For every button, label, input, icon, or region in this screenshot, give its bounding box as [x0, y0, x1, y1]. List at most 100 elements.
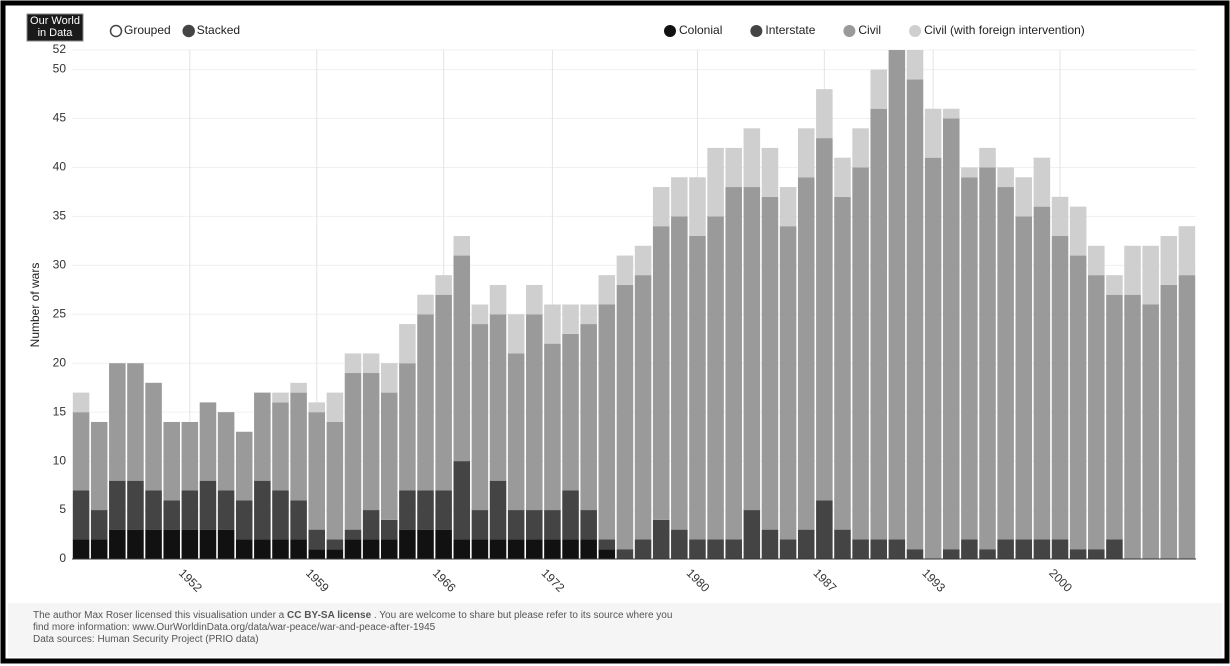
- bar-segment: [834, 157, 851, 197]
- bar-segment: [272, 539, 289, 559]
- bar-segment: [544, 510, 561, 540]
- bar-segment: [308, 529, 326, 550]
- bar-segment: [797, 128, 815, 178]
- bar-segment: [797, 177, 815, 530]
- bar-segment: [779, 539, 797, 559]
- bar-segment: [942, 549, 960, 559]
- bar-segment: [507, 510, 525, 540]
- bar-segment: [72, 490, 90, 540]
- bar-segment: [598, 304, 616, 540]
- bar-segment: [489, 480, 507, 540]
- radio-label[interactable]: Grouped: [124, 23, 171, 37]
- bar-segment: [1015, 539, 1033, 559]
- bar-segment: [453, 539, 471, 559]
- bar-segment: [308, 549, 326, 559]
- bar-segment: [72, 412, 90, 491]
- bar-segment: [834, 196, 851, 530]
- bar-segment: [580, 539, 597, 559]
- bar-segment: [725, 187, 742, 540]
- bar-segment: [344, 353, 362, 374]
- bar-segment: [254, 392, 271, 481]
- bar-segment: [90, 510, 108, 540]
- bar-segment: [1178, 226, 1196, 276]
- bar-segment: [870, 108, 888, 540]
- bar-segment: [906, 79, 924, 550]
- bar-segment: [453, 461, 471, 540]
- footer-span: find more information: www.OurWorldinDat…: [33, 622, 436, 633]
- radio[interactable]: [109, 24, 123, 38]
- bar-segment: [109, 529, 126, 559]
- bar-segment: [453, 235, 471, 256]
- bar-segment: [707, 216, 724, 540]
- bar-segment: [725, 539, 742, 559]
- bar-segment: [380, 519, 398, 540]
- bar-segment: [435, 529, 452, 559]
- bar-segment: [489, 284, 507, 315]
- bar-segment: [1033, 206, 1051, 540]
- bar-segment: [471, 304, 489, 325]
- footer-text: find more information: www.OurWorldinDat…: [33, 622, 436, 633]
- bar-segment: [290, 382, 307, 393]
- bar-segment: [870, 69, 888, 109]
- bar-segment: [816, 138, 833, 501]
- bar-segment: [580, 304, 597, 325]
- bar-segment: [671, 216, 688, 530]
- bar-segment: [489, 314, 507, 481]
- radio[interactable]: [182, 24, 195, 38]
- bar-segment: [671, 529, 688, 559]
- legend-swatch: [909, 25, 922, 37]
- bar-segment: [272, 402, 289, 491]
- bar-segment: [417, 294, 434, 315]
- bar-segment: [544, 539, 561, 559]
- bar-segment: [544, 304, 561, 344]
- bar-segment: [598, 275, 616, 305]
- legend-label: Civil: [858, 23, 881, 37]
- legend-swatch: [843, 25, 856, 37]
- bar-segment: [634, 245, 652, 276]
- bar-segment: [72, 539, 90, 559]
- bar-segment: [942, 118, 960, 550]
- bar-segment: [526, 539, 543, 559]
- y-tick-label: 5: [59, 502, 66, 516]
- y-tick-label: 30: [53, 258, 67, 272]
- bar-segment: [906, 549, 924, 559]
- bar-segment: [471, 539, 489, 559]
- bar-segment: [1088, 549, 1105, 559]
- bar-segment: [526, 510, 543, 540]
- bar-segment: [544, 343, 561, 511]
- logo-text: Our World: [30, 15, 80, 27]
- y-tick-label: 52: [53, 42, 67, 56]
- bar-segment: [598, 549, 616, 559]
- bar-segment: [979, 549, 996, 559]
- bar-segment: [924, 157, 942, 559]
- bar-segment: [725, 147, 742, 188]
- bar-segment: [562, 539, 579, 559]
- bar-segment: [362, 353, 380, 374]
- bar-segment: [235, 539, 253, 559]
- bar-segment: [507, 314, 525, 354]
- bar-segment: [435, 294, 452, 491]
- bar-segment: [453, 255, 471, 462]
- bar-segment: [652, 226, 670, 520]
- bar-segment: [489, 539, 507, 559]
- y-tick-label: 50: [53, 62, 67, 76]
- bar-segment: [888, 50, 906, 540]
- bar-segment: [761, 529, 779, 559]
- bar-segment: [417, 529, 434, 559]
- bar-segment: [217, 529, 235, 559]
- bar-segment: [290, 539, 307, 559]
- bar-segment: [1015, 216, 1033, 540]
- bar-segment: [308, 402, 326, 413]
- bar-segment: [181, 490, 199, 530]
- bar-segment: [235, 500, 253, 540]
- bar-segment: [181, 529, 199, 559]
- y-tick-label: 20: [53, 355, 67, 369]
- y-tick-label: 35: [53, 209, 67, 223]
- radio-label[interactable]: Stacked: [197, 23, 240, 37]
- bar-segment: [979, 167, 996, 550]
- bar-segment: [1142, 304, 1159, 559]
- footer-text: The author Max Roser licensed this visua…: [33, 610, 672, 621]
- bar-segment: [616, 284, 634, 550]
- bar-segment: [1051, 539, 1069, 559]
- bar-segment: [689, 235, 706, 540]
